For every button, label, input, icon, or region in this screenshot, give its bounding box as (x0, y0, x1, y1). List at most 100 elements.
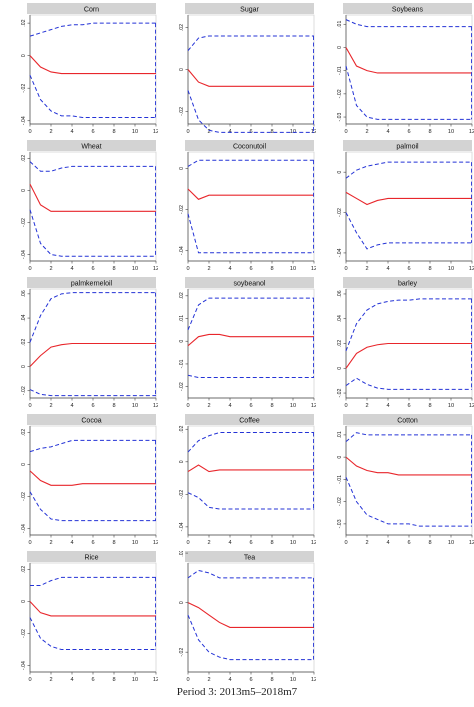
plot-frame (29, 562, 157, 673)
series-irf-line (29, 183, 156, 212)
series-irf-line (345, 191, 472, 206)
x-tick-label: 2 (207, 403, 210, 409)
x-tick-label: 12 (153, 677, 158, 683)
x-tick-label: 6 (249, 677, 252, 683)
y-tick-label: 0 (179, 340, 185, 343)
x-tick-label: 8 (112, 403, 115, 409)
x-tick-label: 6 (407, 403, 410, 409)
series-lower-band (29, 617, 156, 651)
panel-title: palmkerneloil (71, 281, 113, 288)
x-tick-label: 12 (469, 266, 474, 272)
x-tick-label: 6 (91, 403, 94, 409)
x-tick-label: 6 (91, 129, 94, 135)
x-tick-label: 6 (91, 540, 94, 546)
series-upper-band (345, 19, 472, 28)
y-tick-label: -.04 (21, 524, 27, 533)
x-tick-label: 0 (28, 266, 31, 272)
chart-tea: Tea .02 0 -.02 0 2 4 6 8 10 12 (179, 549, 317, 683)
panel-header (185, 277, 314, 288)
series-upper-band (187, 432, 314, 453)
panel-header (343, 414, 472, 425)
x-tick-label: 12 (469, 129, 474, 135)
series-upper-band (345, 432, 472, 442)
x-tick-label: 2 (207, 129, 210, 135)
y-tick-label: 0 (21, 365, 27, 368)
panel-palmoil: palmoil 0 -.02 -.04 0 2 4 6 8 10 12 (326, 140, 474, 275)
y-tick-label: .04 (21, 314, 27, 321)
x-tick-label: 0 (28, 677, 31, 683)
panel-soybeanol: soybeanol .02 .01 0 -.01 -.02 0 2 4 6 8 10 12 (168, 277, 317, 412)
chart-coffee: Coffee .02 0 -.02 -.04 0 2 4 6 8 10 12 (179, 414, 317, 546)
x-tick-label: 8 (270, 540, 273, 546)
y-tick-label: -.01 (337, 66, 343, 75)
x-tick-label: 8 (428, 129, 431, 135)
panel-title: Sugar (240, 7, 259, 14)
y-tick-label: .01 (337, 21, 343, 28)
x-tick-label: 10 (448, 540, 454, 546)
panel-header (185, 551, 314, 562)
y-tick-label: .06 (21, 290, 27, 297)
panel-header (343, 3, 472, 14)
x-tick-label: 12 (469, 403, 474, 409)
chart-barley: barley.06.04.020-.020 2 4 6 8 10 12 (337, 277, 474, 409)
x-tick-label: 10 (132, 266, 138, 272)
x-tick-label: 8 (112, 266, 115, 272)
x-tick-label: 12 (469, 540, 474, 546)
panel-header (27, 3, 156, 14)
y-tick-label: -.04 (179, 246, 185, 255)
x-tick-label: 12 (153, 129, 158, 135)
panel-title: barley (398, 281, 418, 288)
series-upper-band (345, 161, 472, 179)
y-tick-label: 0 (179, 167, 185, 170)
y-tick-label: -.03 (337, 519, 343, 528)
series-lower-band (345, 476, 472, 527)
y-tick-label: -.02 (179, 107, 185, 116)
series-lower-band (345, 212, 472, 250)
panel-header (185, 140, 314, 151)
x-tick-label: 6 (91, 677, 94, 683)
panel-coconutoil: Coconutoil 0 -.02 -.04 0 2 4 6 8 10 12 (168, 140, 317, 275)
panel-header (27, 551, 156, 562)
plot-frame (187, 562, 315, 673)
x-tick-label: 8 (270, 266, 273, 272)
series-lower-band (29, 74, 156, 118)
x-tick-label: 4 (70, 677, 73, 683)
panel-title: Rice (84, 555, 98, 562)
x-tick-label: 8 (112, 129, 115, 135)
series-irf-line (29, 470, 156, 486)
y-tick-label: -.02 (337, 388, 343, 397)
panel-header (343, 277, 472, 288)
series-lower-band (187, 90, 314, 133)
panel-wheat: Wheat .02 0 -.02 -.04 0 2 4 6 8 10 12 (10, 140, 159, 275)
x-tick-label: 8 (112, 677, 115, 683)
x-tick-label: 0 (186, 540, 189, 546)
series-upper-band (345, 298, 472, 352)
series-irf-line (187, 69, 314, 87)
x-tick-label: 10 (290, 403, 296, 409)
x-tick-label: 10 (132, 403, 138, 409)
y-tick-label: -.02 (21, 84, 27, 93)
x-tick-label: 12 (311, 540, 316, 546)
series-irf-line (345, 456, 472, 476)
x-tick-label: 12 (153, 403, 158, 409)
y-tick-label: 0 (21, 54, 27, 57)
x-tick-label: 10 (290, 266, 296, 272)
plot-frame (187, 288, 315, 399)
chart-palmkerneloil: palmkerneloil .06 .04 .02 0 -.02 0 2 4 6 8 10 12 (21, 277, 159, 409)
y-tick-label: .01 (337, 431, 343, 438)
panel-palmkerneloil: palmkerneloil .06 .04 .02 0 -.02 0 2 4 6 8 10 12 (10, 277, 159, 412)
y-tick-label: .02 (21, 429, 27, 436)
x-tick-label: 4 (386, 129, 389, 135)
series-lower-band (187, 614, 314, 661)
series-lower-band (345, 377, 472, 390)
y-tick-label: .02 (21, 566, 27, 573)
y-tick-label: -.02 (179, 490, 185, 499)
chart-soybeanol: soybeanol .02 .01 0 -.01 -.02 0 2 4 6 8 10 12 (179, 277, 317, 409)
chart-sugar: Sugar.020-.020 2 4 6 8 10 12 (179, 3, 317, 135)
series-irf-line (187, 188, 314, 200)
x-tick-label: 0 (28, 540, 31, 546)
x-tick-label: 0 (28, 129, 31, 135)
y-tick-label: -.04 (21, 250, 27, 259)
x-tick-label: 6 (407, 266, 410, 272)
chart-cocoa: Cocoa .02 0 -.02 -.04 0 2 4 6 8 10 12 (21, 414, 159, 546)
